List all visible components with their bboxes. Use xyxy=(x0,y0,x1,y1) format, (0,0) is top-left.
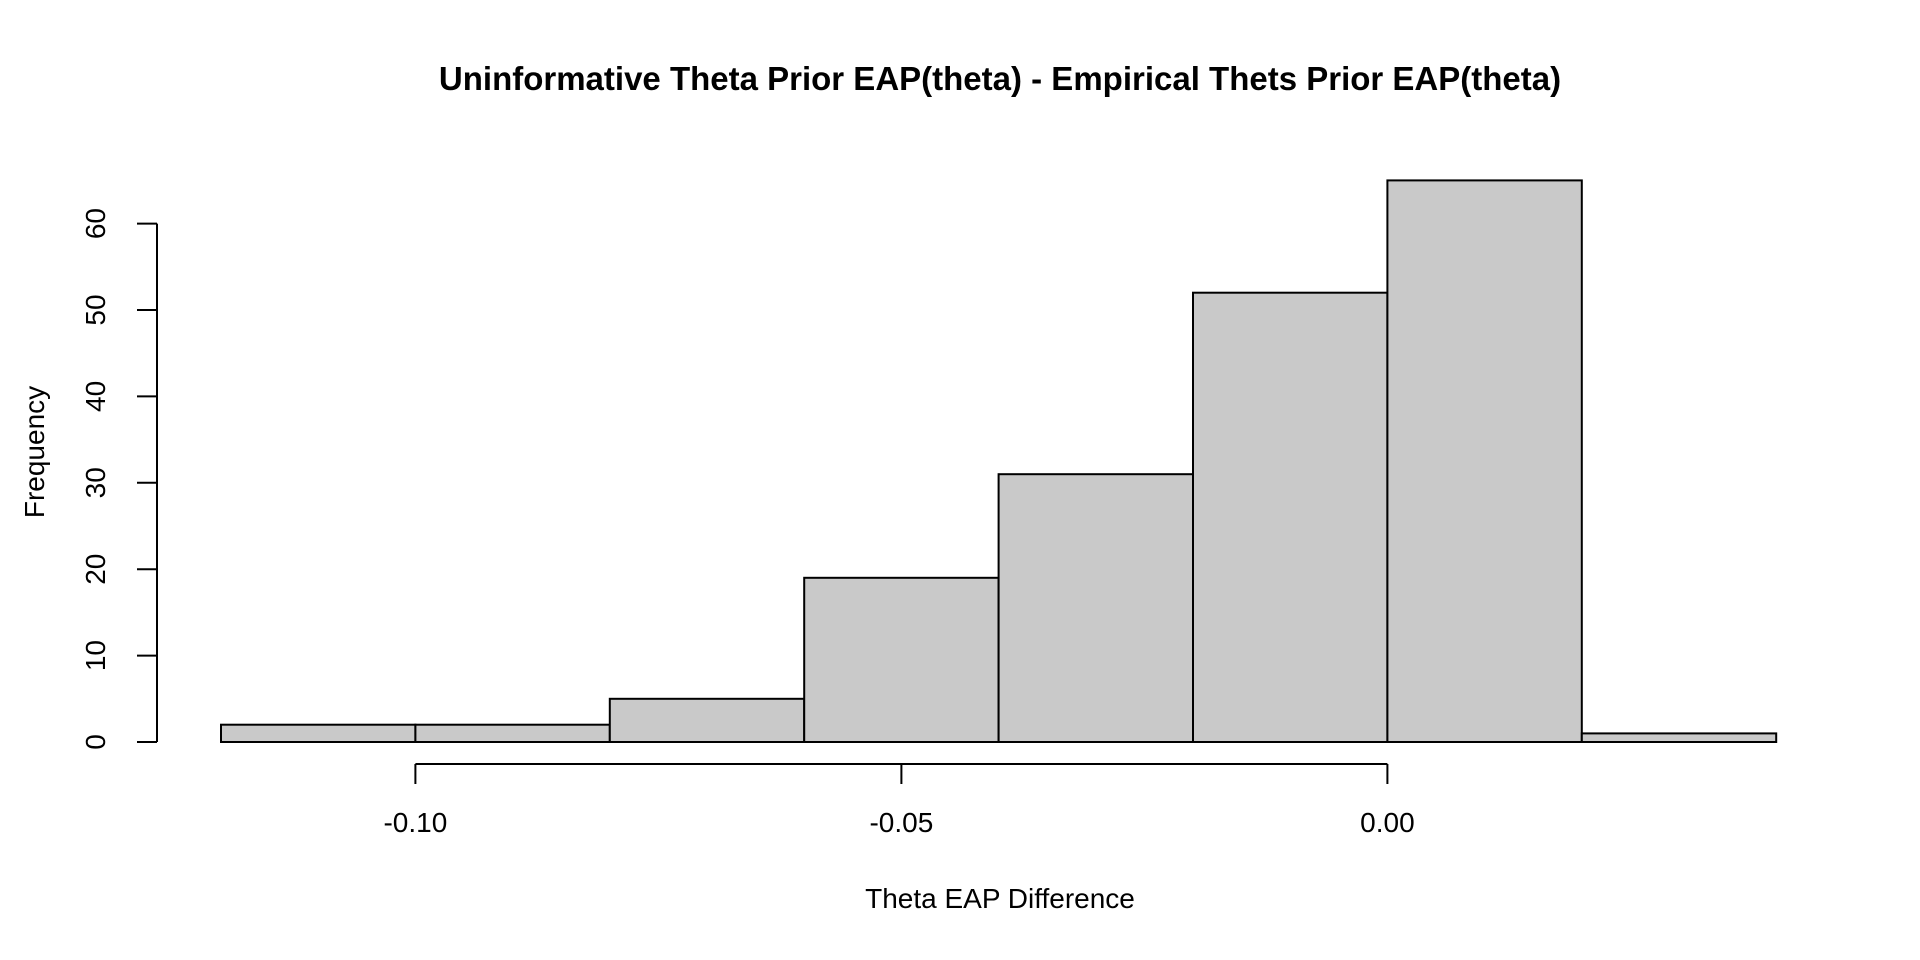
histogram-bar-0 xyxy=(220,723,417,744)
histogram-bar-2 xyxy=(608,697,806,743)
histogram-bar-7 xyxy=(1580,732,1778,744)
y-tick-label-60: 60 xyxy=(80,208,111,239)
y-tick-label-50: 50 xyxy=(80,294,111,325)
histogram-bar-1 xyxy=(414,723,611,744)
histogram-bar-3 xyxy=(803,576,1000,743)
y-tick-label-0: 0 xyxy=(80,734,111,750)
y-tick-label-20: 20 xyxy=(80,554,111,585)
y-tick-label-30: 30 xyxy=(80,467,111,498)
y-axis-label: Frequency xyxy=(19,386,50,518)
y-tick-label-10: 10 xyxy=(80,640,111,671)
x-tick-label--0.10: -0.10 xyxy=(383,807,447,838)
x-tick-label-0.00: 0.00 xyxy=(1360,807,1415,838)
x-axis-label: Theta EAP Difference xyxy=(865,883,1135,914)
chart-title: Uninformative Theta Prior EAP(theta) - E… xyxy=(439,60,1561,97)
histogram-bar-5 xyxy=(1192,291,1389,743)
y-tick-label-40: 40 xyxy=(80,381,111,412)
x-tick-label--0.05: -0.05 xyxy=(869,807,933,838)
plot-area: 0 10 20 30 40 50 60 -0.10 -0.05 0.00 xyxy=(80,179,1778,838)
histogram-bar-4 xyxy=(997,473,1194,743)
histogram-bar-6 xyxy=(1386,179,1583,743)
